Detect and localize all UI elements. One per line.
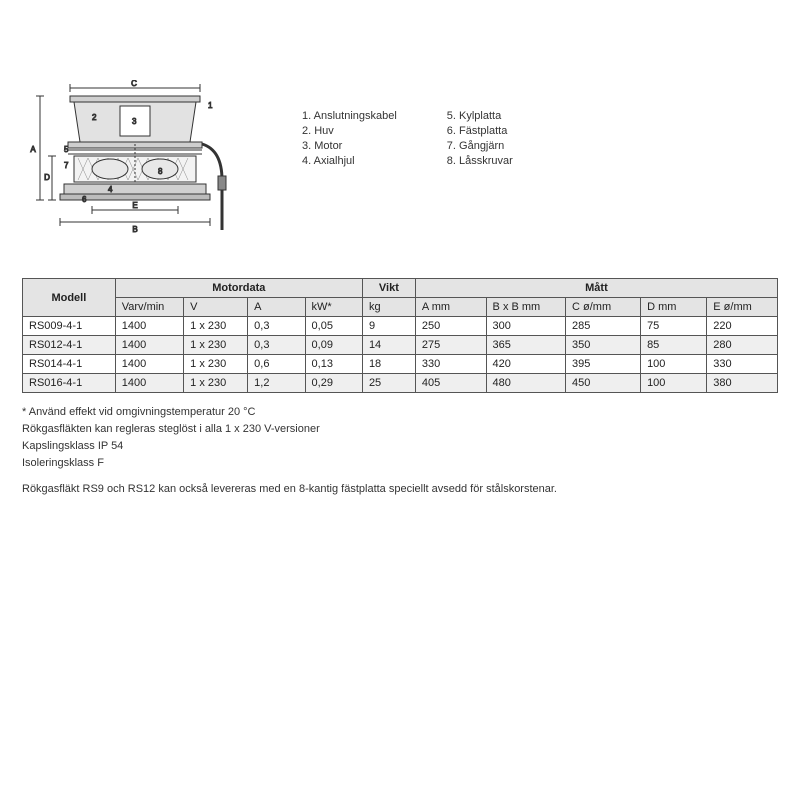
table-cell: 0,3 (248, 317, 305, 336)
table-cell: 14 (362, 336, 415, 355)
table-head: Modell Motordata Vikt Mått Varv/min V A … (23, 279, 778, 317)
diagram-svg: C (22, 80, 242, 260)
subheader: E ø/mm (707, 298, 778, 317)
table-cell: 0,09 (305, 336, 362, 355)
table-cell: RS016-4-1 (23, 374, 116, 393)
header-motordata: Motordata (115, 279, 362, 298)
spec-table: Modell Motordata Vikt Mått Varv/min V A … (22, 278, 778, 393)
legend-item: 8. Låsskruvar (447, 155, 513, 167)
table-cell: 300 (486, 317, 565, 336)
legend-item: 4. Axialhjul (302, 155, 397, 167)
table-cell: 220 (707, 317, 778, 336)
note-line: * Använd effekt vid omgivningstemperatur… (22, 405, 778, 421)
table-cell: 1 x 230 (184, 336, 248, 355)
table-cell: 0,6 (248, 355, 305, 374)
table-cell: 0,3 (248, 336, 305, 355)
table-cell: 250 (415, 317, 486, 336)
table-cell: RS014-4-1 (23, 355, 116, 374)
svg-text:B: B (132, 225, 137, 234)
svg-text:8: 8 (158, 167, 163, 176)
svg-text:3: 3 (132, 117, 137, 126)
subheader: kg (362, 298, 415, 317)
svg-text:1: 1 (208, 101, 213, 110)
svg-text:C: C (131, 80, 137, 88)
table-row: RS009-4-114001 x 2300,30,059250300285752… (23, 317, 778, 336)
top-row: C (22, 80, 778, 260)
table-cell: 395 (566, 355, 641, 374)
table-cell: 330 (707, 355, 778, 374)
table-cell: 100 (641, 355, 707, 374)
table-cell: 0,29 (305, 374, 362, 393)
table-cell: 1 x 230 (184, 355, 248, 374)
svg-text:2: 2 (92, 113, 97, 122)
table-cell: 405 (415, 374, 486, 393)
svg-text:5: 5 (64, 145, 69, 154)
technical-diagram: C (22, 80, 242, 260)
svg-text:D: D (44, 173, 50, 182)
table-cell: 18 (362, 355, 415, 374)
table-cell: 1,2 (248, 374, 305, 393)
table-cell: 365 (486, 336, 565, 355)
table-cell: 0,13 (305, 355, 362, 374)
table-cell: 75 (641, 317, 707, 336)
legend-col-2: 5. Kylplatta 6. Fästplatta 7. Gångjärn 8… (447, 110, 513, 170)
subheader-row: Varv/min V A kW* kg A mm B x B mm C ø/mm… (23, 298, 778, 317)
svg-text:6: 6 (82, 195, 87, 204)
table-cell: 1400 (115, 374, 183, 393)
svg-text:4: 4 (108, 185, 113, 194)
legend-item: 1. Anslutningskabel (302, 110, 397, 122)
table-cell: 85 (641, 336, 707, 355)
svg-text:7: 7 (64, 161, 69, 170)
table-cell: 1400 (115, 317, 183, 336)
table-cell: 280 (707, 336, 778, 355)
table-cell: 450 (566, 374, 641, 393)
legend-item: 2. Huv (302, 125, 397, 137)
subheader: Varv/min (115, 298, 183, 317)
subheader: A mm (415, 298, 486, 317)
table-cell: 350 (566, 336, 641, 355)
note-line: Rökgasfläkten kan regleras steglöst i al… (22, 422, 778, 438)
note-line: Isoleringsklass F (22, 456, 778, 472)
table-cell: 9 (362, 317, 415, 336)
table-cell: RS009-4-1 (23, 317, 116, 336)
note-line: Kapslingsklass IP 54 (22, 439, 778, 455)
legend-item: 3. Motor (302, 140, 397, 152)
table-cell: 420 (486, 355, 565, 374)
table-body: RS009-4-114001 x 2300,30,059250300285752… (23, 317, 778, 393)
table-cell: 285 (566, 317, 641, 336)
table-row: RS012-4-114001 x 2300,30,091427536535085… (23, 336, 778, 355)
subheader: C ø/mm (566, 298, 641, 317)
subheader: B x B mm (486, 298, 565, 317)
footnotes: * Använd effekt vid omgivningstemperatur… (22, 405, 778, 498)
table-cell: 0,05 (305, 317, 362, 336)
table-cell: 480 (486, 374, 565, 393)
header-model: Modell (23, 279, 116, 317)
header-vikt: Vikt (362, 279, 415, 298)
table-cell: 380 (707, 374, 778, 393)
table-cell: RS012-4-1 (23, 336, 116, 355)
table-cell: 330 (415, 355, 486, 374)
table-cell: 25 (362, 374, 415, 393)
parts-legend: 1. Anslutningskabel 2. Huv 3. Motor 4. A… (302, 80, 513, 170)
svg-text:A: A (30, 145, 36, 154)
legend-item: 5. Kylplatta (447, 110, 513, 122)
subheader: V (184, 298, 248, 317)
note-line: Rökgasfläkt RS9 och RS12 kan också lever… (22, 482, 778, 498)
legend-item: 7. Gångjärn (447, 140, 513, 152)
subheader: A (248, 298, 305, 317)
table-cell: 100 (641, 374, 707, 393)
table-row: RS014-4-114001 x 2300,60,131833042039510… (23, 355, 778, 374)
legend-item: 6. Fästplatta (447, 125, 513, 137)
table-cell: 1400 (115, 336, 183, 355)
table-cell: 1 x 230 (184, 317, 248, 336)
table-cell: 1 x 230 (184, 374, 248, 393)
svg-text:E: E (132, 201, 137, 210)
subheader: kW* (305, 298, 362, 317)
table-cell: 1400 (115, 355, 183, 374)
table-cell: 275 (415, 336, 486, 355)
table-row: RS016-4-114001 x 2301,20,292540548045010… (23, 374, 778, 393)
subheader: D mm (641, 298, 707, 317)
legend-col-1: 1. Anslutningskabel 2. Huv 3. Motor 4. A… (302, 110, 397, 170)
header-matt: Mått (415, 279, 777, 298)
